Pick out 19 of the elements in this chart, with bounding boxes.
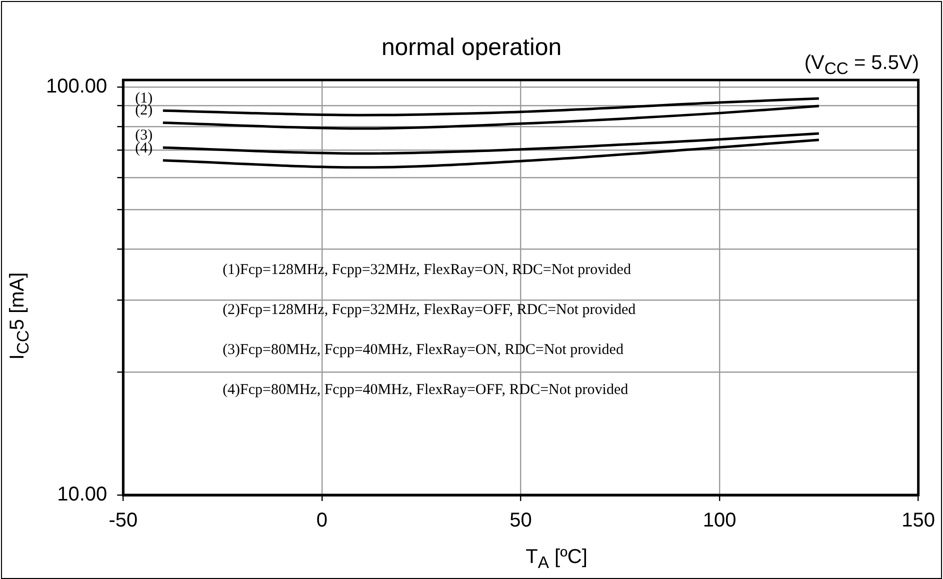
x-axis-title: T$_{A}$ [ºC]	[524, 546, 588, 573]
chart-title: normal operation	[381, 34, 562, 61]
x-tick-label: 150	[902, 510, 936, 532]
line-series	[162, 132, 820, 155]
annotation: (2)Fcp=128MHz, Fcpp=32MHz, FlexRay=OFF, RDC=Not provided	[222, 302, 636, 318]
y-tick-label: 100.00	[46, 75, 108, 98]
x-tick-label: 0	[316, 510, 328, 532]
x-tick-label: 50	[510, 510, 532, 532]
line-series	[162, 138, 820, 169]
line-series	[162, 104, 820, 130]
line-series	[162, 97, 820, 116]
x-tick-label: 100	[702, 510, 736, 532]
x-tick-label: -50	[108, 510, 138, 532]
text: (V$_{CC}$ = 5.5V)	[804, 52, 919, 79]
y-tick-label: 10.00	[57, 484, 108, 506]
annotation: (3)	[135, 128, 153, 144]
annotation: (3)Fcp=80MHz, Fcpp=40MHz, FlexRay=ON, RDC=Not provided	[222, 342, 624, 358]
annotation: (1)Fcp=128MHz, Fcpp=32MHz, FlexRay=ON, RDC=Not provided	[222, 262, 632, 278]
annotation: (4)Fcp=80MHz, Fcpp=40MHz, FlexRay=OFF, RDC=Not provided	[222, 382, 629, 398]
